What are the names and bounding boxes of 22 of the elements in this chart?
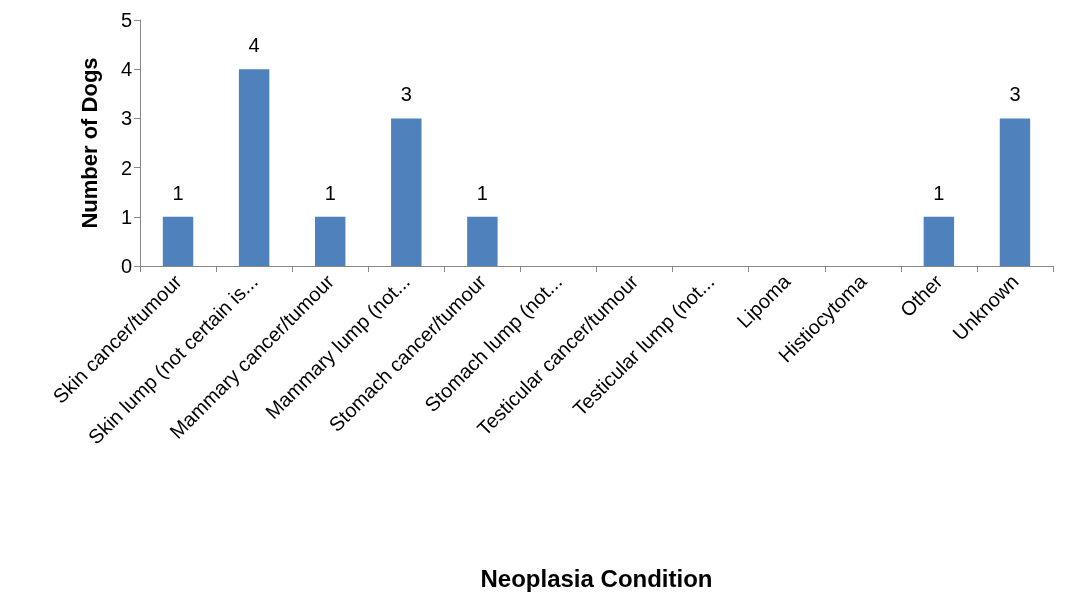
x-axis-title: Neoplasia Condition bbox=[480, 564, 713, 592]
y-tick-label: 2 bbox=[120, 156, 132, 179]
data-label: 1 bbox=[172, 181, 184, 204]
y-tick-label: 4 bbox=[120, 58, 132, 81]
data-label: 1 bbox=[324, 181, 336, 204]
data-label: 4 bbox=[248, 34, 260, 57]
bar bbox=[391, 118, 422, 266]
bar bbox=[162, 216, 194, 266]
bar bbox=[238, 69, 270, 266]
bar bbox=[999, 118, 1031, 266]
y-axis-title: Number of Dogs bbox=[76, 57, 102, 229]
data-label: 3 bbox=[1009, 83, 1021, 106]
y-tick-label: 5 bbox=[120, 9, 132, 31]
y-tick-label: 3 bbox=[120, 107, 132, 130]
bar bbox=[467, 216, 498, 266]
y-tick-label: 1 bbox=[120, 205, 132, 228]
data-label: 3 bbox=[400, 83, 412, 106]
data-label: 1 bbox=[476, 181, 488, 204]
bar bbox=[923, 216, 955, 266]
bar bbox=[314, 216, 346, 266]
data-label: 1 bbox=[933, 181, 945, 204]
y-tick-label: 0 bbox=[120, 255, 132, 277]
